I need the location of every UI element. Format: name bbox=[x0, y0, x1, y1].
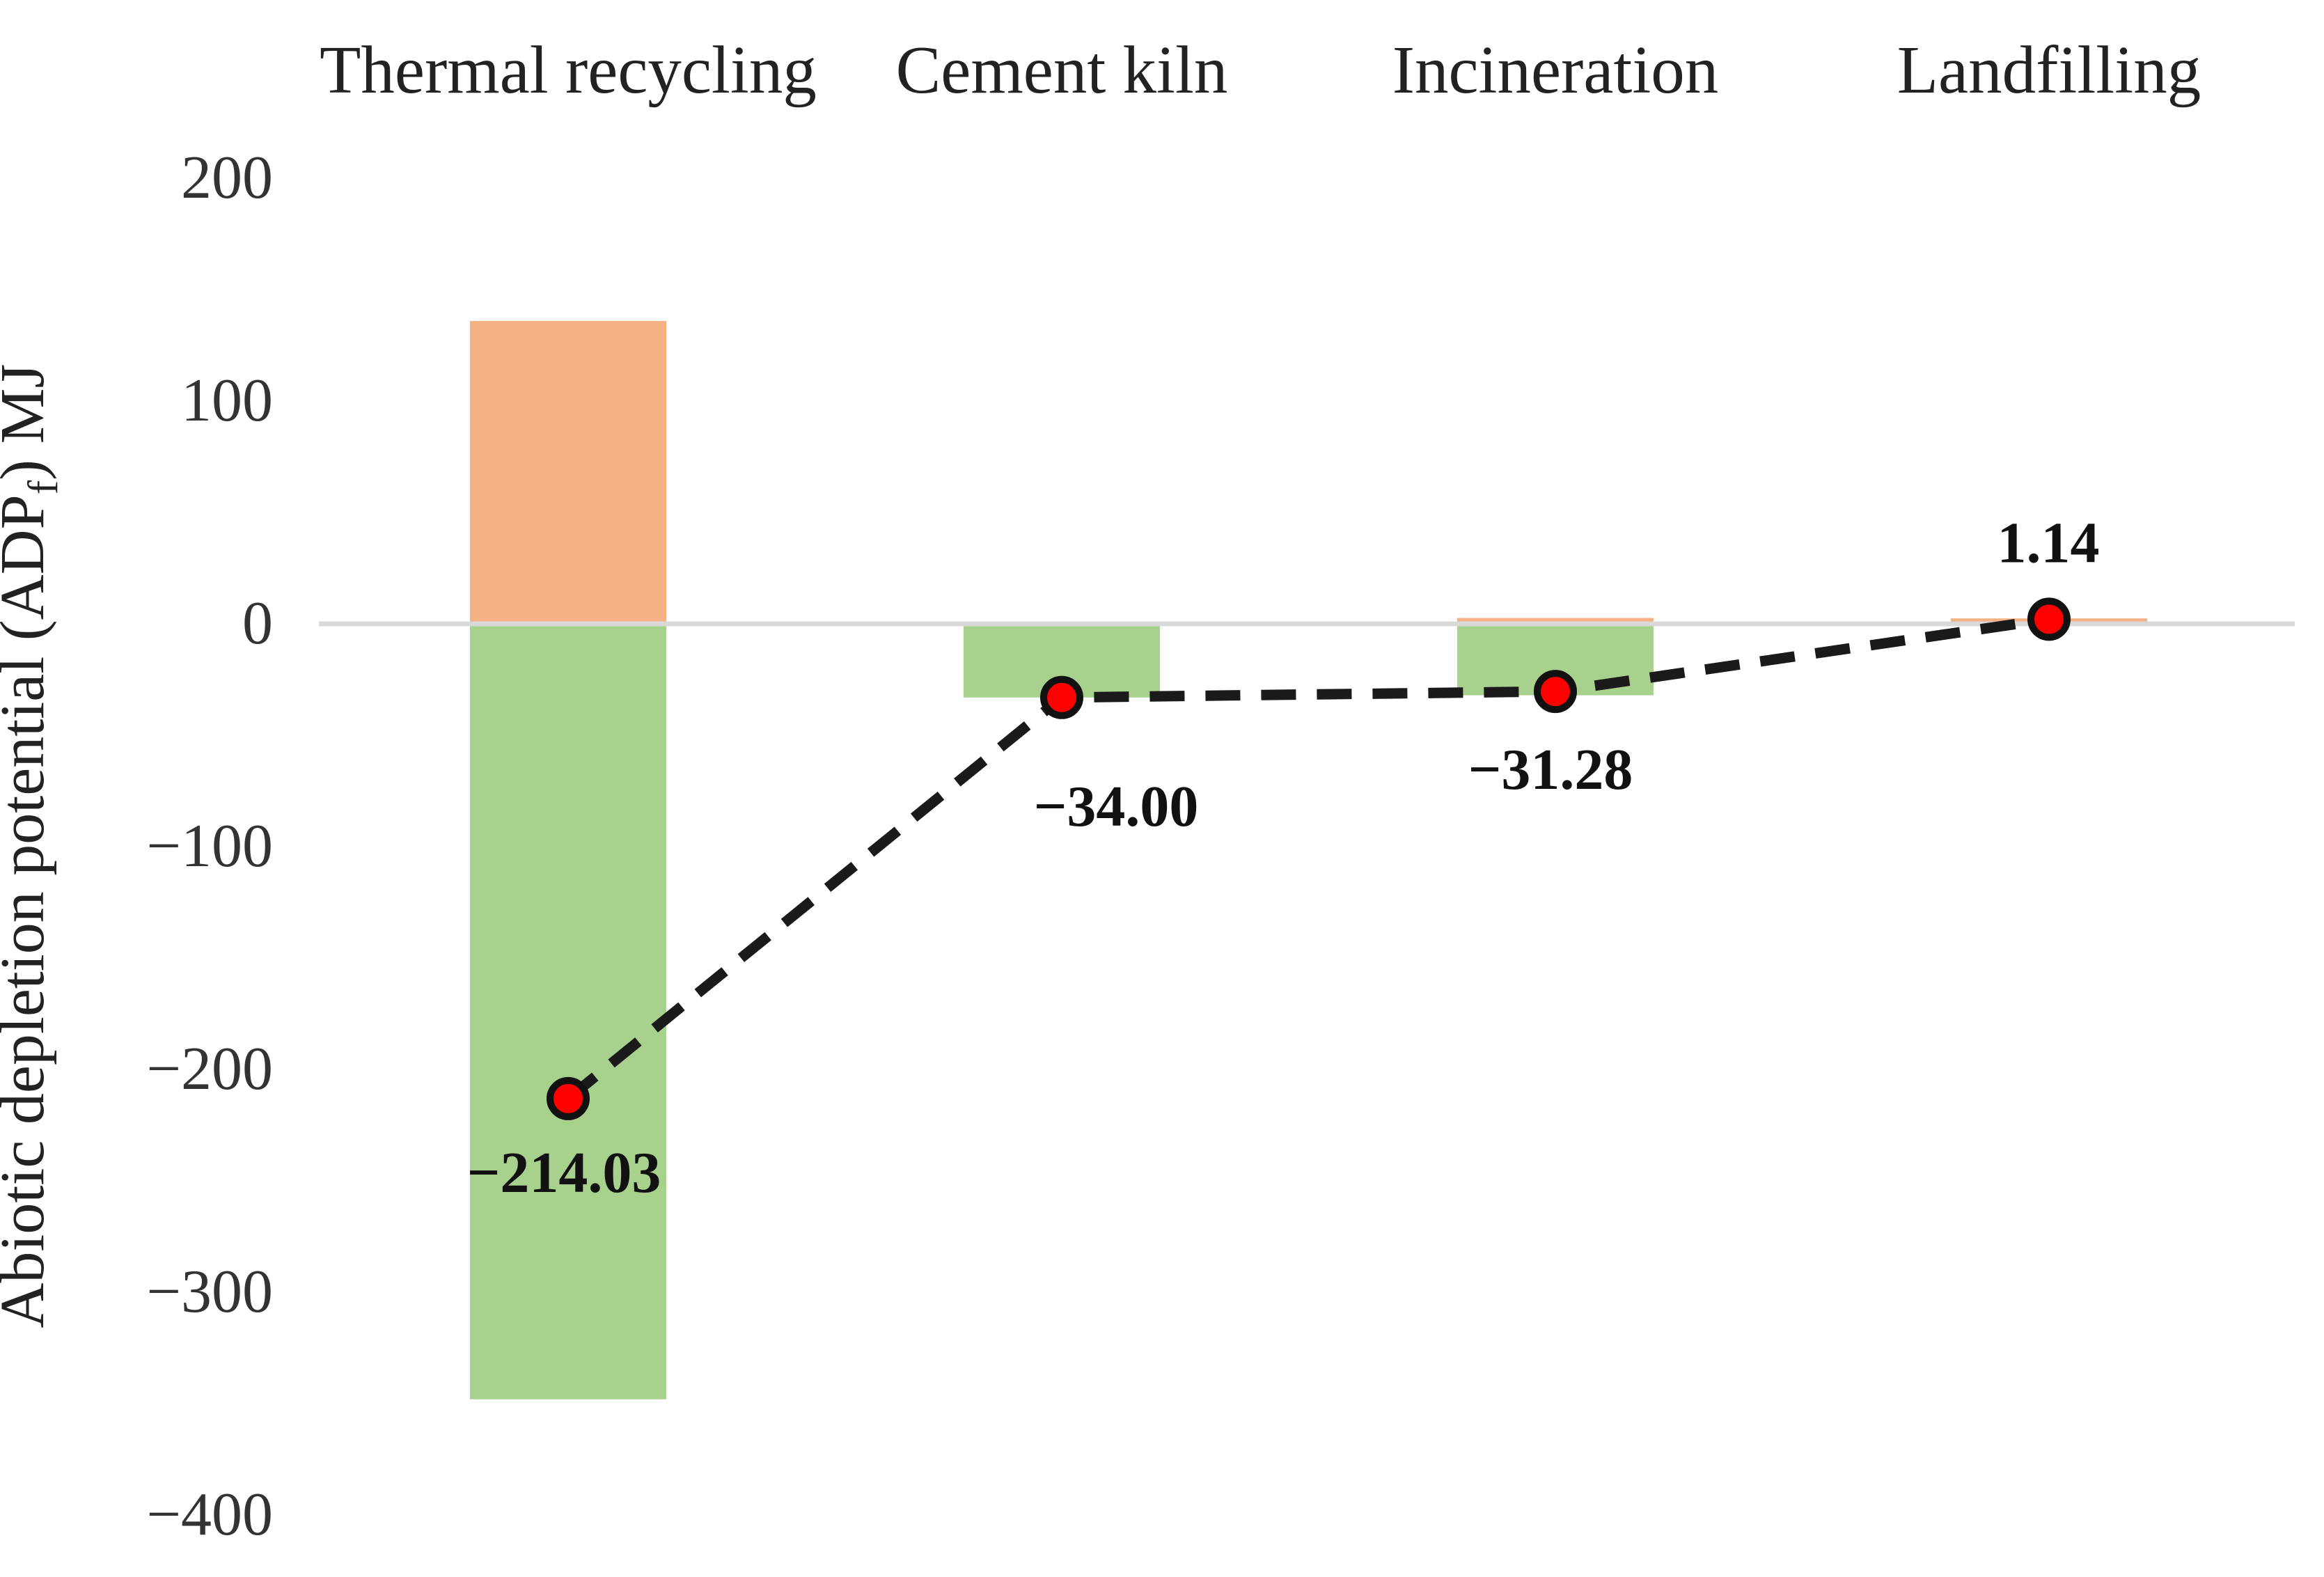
category-label-landfilling: Landfilling bbox=[1897, 33, 2201, 107]
category-label-cement-kiln: Cement kiln bbox=[896, 33, 1228, 107]
net-point-landfilling bbox=[2027, 597, 2071, 641]
net-point-incineration bbox=[1534, 670, 1577, 714]
data-label-landfilling: 1.14 bbox=[1997, 510, 2100, 575]
data-label-thermal-recycling: −214.03 bbox=[467, 1140, 661, 1205]
ytick-0: 0 bbox=[242, 590, 273, 657]
ytick-100: 100 bbox=[181, 367, 273, 434]
category-label-incineration: Incineration bbox=[1392, 33, 1719, 107]
ytick--100: −100 bbox=[146, 813, 273, 880]
bar-positive-incineration bbox=[1457, 618, 1654, 622]
net-point-cement-kiln bbox=[1040, 675, 1083, 719]
category-label-thermal-recycling: Thermal recycling bbox=[320, 33, 817, 107]
net-point-thermal-recycling bbox=[547, 1076, 590, 1120]
data-label-cement-kiln: −34.00 bbox=[1034, 774, 1199, 839]
ytick-200: 200 bbox=[181, 144, 273, 212]
y-axis-title: Abiotic depletion potential (ADPf) MJ bbox=[0, 363, 67, 1328]
ytick--400: −400 bbox=[146, 1481, 273, 1548]
bar-negative-thermal-recycling bbox=[470, 622, 666, 1399]
ytick--300: −300 bbox=[146, 1258, 273, 1326]
data-label-incineration: −31.28 bbox=[1468, 737, 1633, 802]
ytick--200: −200 bbox=[146, 1035, 273, 1103]
bar-positive-thermal-recycling bbox=[470, 321, 666, 622]
